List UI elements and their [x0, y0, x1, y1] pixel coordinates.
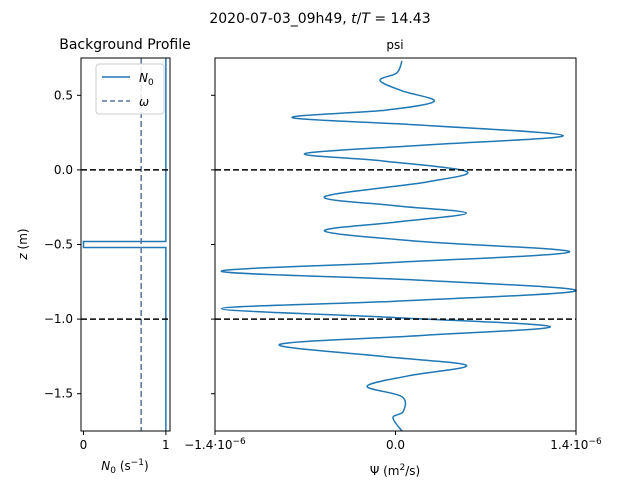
- background-profile-plot-area: [81, 58, 170, 431]
- background-profile-series-line: [82, 58, 167, 431]
- background-profile-y-tick-label: 0.0: [54, 163, 73, 177]
- legend-label-n0: N0: [139, 71, 154, 88]
- legend-label-omega: ω: [139, 95, 149, 109]
- background-profile-y-ticks: 0.5 0.0 −0.5 −1.0 −1.5: [44, 88, 81, 401]
- background-profile-y-label: z (m): [16, 228, 30, 260]
- psi-x-label: Ψ (m2/s): [370, 463, 420, 478]
- background-profile-y-tick-label: −0.5: [44, 238, 73, 252]
- psi-x-tick-label: 1.4·10−6: [550, 437, 602, 452]
- psi-series-line: [220, 60, 577, 432]
- background-profile-x-tick-label: 0: [80, 438, 88, 452]
- psi-frame: [214, 57, 577, 432]
- psi-panel: psi −1.4·10−6 0.0 1.4·10−6 Ψ (m2/s): [184, 38, 602, 478]
- psi-plot-area: [215, 60, 577, 432]
- psi-x-ticks: −1.4·10−6 0.0 1.4·10−6: [184, 431, 602, 452]
- background-profile-x-tick-label: 1: [162, 438, 170, 452]
- legend-frame: [95, 63, 165, 115]
- background-profile-title: Background Profile: [59, 37, 191, 53]
- background-profile-legend: N0 ω: [95, 63, 165, 115]
- background-profile-y-tick-label: −1.5: [44, 387, 73, 401]
- psi-title: psi: [386, 38, 403, 52]
- background-profile-y-tick-label: −1.0: [44, 312, 73, 326]
- psi-y-ticks: [211, 94, 215, 395]
- psi-x-tick-label: 0.0: [386, 438, 405, 452]
- background-profile-x-label: N0 (s−1): [101, 458, 148, 476]
- figure-suptitle: 2020-07-03_09h49, t/T = 14.43: [209, 11, 430, 27]
- psi-x-tick-label: −1.4·10−6: [184, 437, 246, 452]
- background-profile-y-tick-label: 0.5: [54, 88, 73, 102]
